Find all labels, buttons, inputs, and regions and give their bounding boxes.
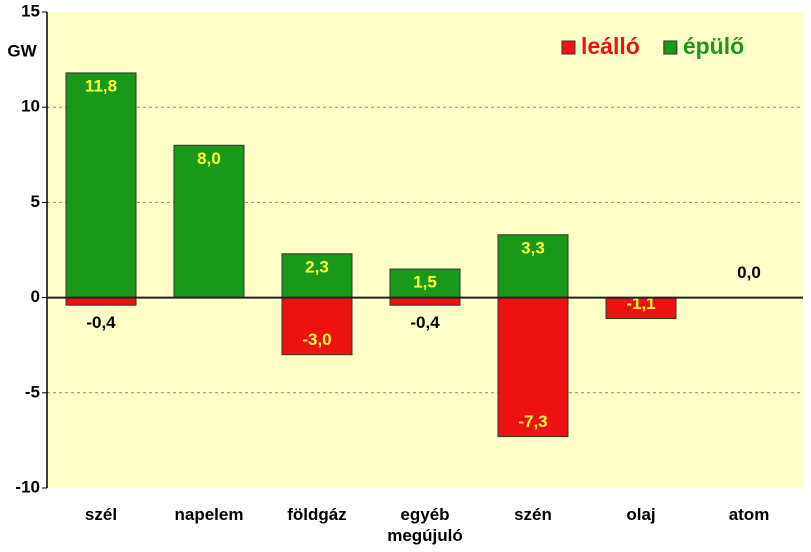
x-tick-label: atom xyxy=(728,505,770,524)
value-label: -0,4 xyxy=(86,313,116,332)
legend-label: épülő xyxy=(683,33,744,59)
x-tick-label: egyéb megújuló xyxy=(387,505,463,545)
bar xyxy=(65,297,137,306)
y-tick-label: 15 xyxy=(21,1,40,20)
value-label: -1,1 xyxy=(626,294,655,313)
legend-swatch xyxy=(561,40,576,55)
y-tick-label: 5 xyxy=(31,192,40,211)
value-label: 1,5 xyxy=(413,273,437,292)
value-label: 2,3 xyxy=(305,257,329,276)
bar xyxy=(389,297,461,306)
y-tick-label: -5 xyxy=(25,382,40,401)
value-label: 8,0 xyxy=(197,149,221,168)
bar xyxy=(497,234,569,299)
bar xyxy=(281,253,353,299)
bar xyxy=(65,72,137,299)
y-tick-label: 0 xyxy=(31,287,40,306)
value-label: 3,3 xyxy=(521,238,545,257)
value-label: -7,3 xyxy=(518,412,547,431)
legend-label: leálló xyxy=(581,33,640,59)
plot-area xyxy=(47,12,803,488)
x-tick-label: napelem xyxy=(174,505,244,524)
x-tick-label: földgáz xyxy=(287,505,347,524)
x-tick-label: szén xyxy=(514,505,552,524)
y-tick-label: 10 xyxy=(21,97,40,116)
bar xyxy=(497,297,569,438)
value-label: 0,0 xyxy=(737,263,761,282)
value-label: 11,8 xyxy=(85,76,117,95)
value-label: -0,4 xyxy=(410,313,440,332)
value-label: -3,0 xyxy=(302,330,331,349)
y-tick-label: -10 xyxy=(15,477,40,496)
x-tick-label: olaj xyxy=(626,505,656,524)
bar xyxy=(173,144,245,299)
x-tick-label: szél xyxy=(84,505,118,524)
y-axis-label: GW xyxy=(7,41,37,60)
legend-swatch xyxy=(663,40,678,55)
